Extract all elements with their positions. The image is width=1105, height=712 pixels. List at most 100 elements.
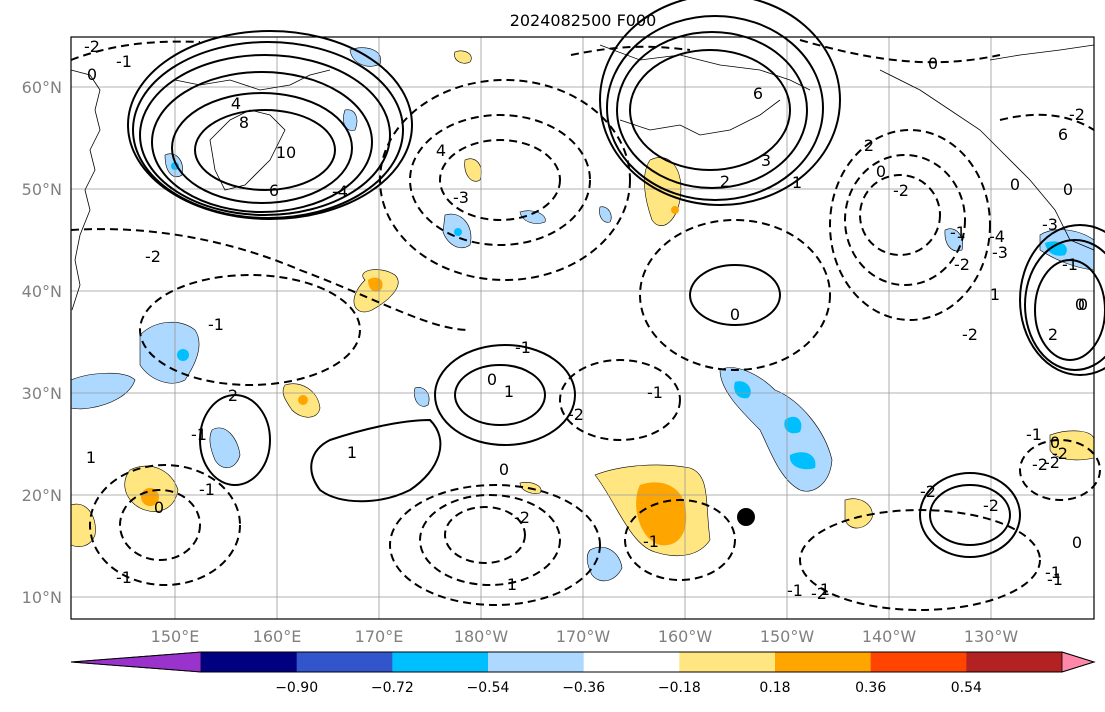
contour-label: 0 [928,54,938,73]
contour-label: 1 [507,575,517,594]
contour-label: -1 [950,223,966,242]
lat-label: 30°N [22,384,62,403]
contour-label: -2 [1044,453,1060,472]
contour-label: 2 [228,386,238,405]
contour-label: 2 [720,172,730,191]
contour-label: -2 [920,482,936,501]
contour-label: 10 [276,143,296,162]
contour-label: 2 [864,136,874,155]
contour-label: -1 [1062,255,1078,274]
colorbar [70,651,1096,673]
contour-label: 0 [730,305,740,324]
contour-label: 6 [269,181,279,200]
contour-label: 0 [1078,295,1088,314]
contour-label: -2 [893,181,909,200]
lon-label: 180°W [454,627,509,646]
contour-label: -1 [1047,570,1063,589]
contour-label: 1 [504,382,514,401]
contour-label: -2 [962,325,978,344]
colorbar-tick-label: −0.54 [467,680,510,696]
colorbar-segment [679,652,776,672]
contour-label: 1 [990,285,1000,304]
contour-label: -2 [1032,455,1048,474]
contour-label: 0 [1050,433,1060,452]
colorbar-tick-label: −0.36 [562,680,605,696]
colorbar-tick-label: 0.18 [759,680,790,696]
colorbar-ticks: −0.90 −0.72 −0.54 −0.36 −0.18 0.18 0.36 0.54 [275,680,982,696]
contour-label: 2 [1048,325,1058,344]
graticule [71,37,1094,619]
colorbar-segment [392,652,489,672]
colorbar-tick-label: 0.36 [855,680,886,696]
colorbar-extend-max [1061,651,1096,673]
contour-label: -2 [811,584,827,603]
solid-contours [127,0,1105,558]
contour-label: 0 [87,65,97,84]
colorbar-outline [70,651,1096,673]
contour-label: -4 [989,227,1005,246]
map-area [71,37,1094,619]
colorbar-segment [870,652,967,672]
contour-label: 1 [820,580,830,599]
dashed-contours [70,39,1101,611]
contour-label: -4 [332,182,348,201]
lat-label: 10°N [22,588,62,607]
contour-label: 4 [436,141,446,160]
contour-label: -2 [983,496,999,515]
lat-label: 20°N [22,486,62,505]
contour-label: -2 [1069,105,1085,124]
lon-label: 140°W [862,627,917,646]
contour-label: -3 [1042,215,1058,234]
contour-label: -1 [191,425,207,444]
contour-label: -2 [84,37,100,56]
contour-label: -2 [145,247,161,266]
contour-label: 0 [876,162,886,181]
colorbar-segment [201,652,298,672]
contour-label: 0 [154,498,164,517]
contour-label: -2 [954,255,970,274]
lon-labels: 150°E 160°E 170°E 180°W 170°W 160°W 150°… [151,627,1019,646]
contour-label: -3 [453,188,469,207]
contour-label: 0 [1075,295,1085,314]
colorbar-segment [583,652,680,672]
contour-label: 1 [86,448,96,467]
lon-label: 160°W [658,627,713,646]
contour-label: -2 [1052,444,1068,463]
contour-label: -1 [1045,563,1061,582]
colorbar-segment [966,652,1063,672]
contour-label: 8 [239,113,249,132]
contour-label: -1 [199,480,215,499]
contour-label: 1 [792,173,802,192]
lon-label: 150°E [151,627,200,646]
colorbar-segment [775,652,872,672]
map-title: 2024082500 F000 [510,11,657,30]
colorbar-extend-min [70,651,202,673]
colorbar-tick-label: −0.18 [658,680,701,696]
contour-label: 0 [499,460,509,479]
contour-label: 0 [1072,533,1082,552]
lon-label: 160°E [253,627,302,646]
colorbar-tick-label: −0.90 [275,680,318,696]
contour-label: -1 [1026,425,1042,444]
lon-label: 150°W [760,627,815,646]
lon-label: 170°E [355,627,404,646]
colorbar-tick-label: −0.72 [371,680,414,696]
contour-label: -1 [647,383,663,402]
lon-label: 130°W [964,627,1019,646]
contour-label: -2 [568,405,584,424]
contour-label: -1 [208,315,224,334]
contour-label: 0 [1010,175,1020,194]
lat-label: 50°N [22,180,62,199]
contour-label: 4 [231,94,241,113]
contour-label: -1 [787,581,803,600]
contour-label: 1 [347,443,357,462]
lat-label: 60°N [22,78,62,97]
colorbar-segment [488,652,585,672]
contour-label: 6 [1058,125,1068,144]
contour-label: 6 [753,84,763,103]
storm-marker [737,508,755,526]
contour-label: -1 [116,52,132,71]
colorbar-segment [296,652,393,672]
